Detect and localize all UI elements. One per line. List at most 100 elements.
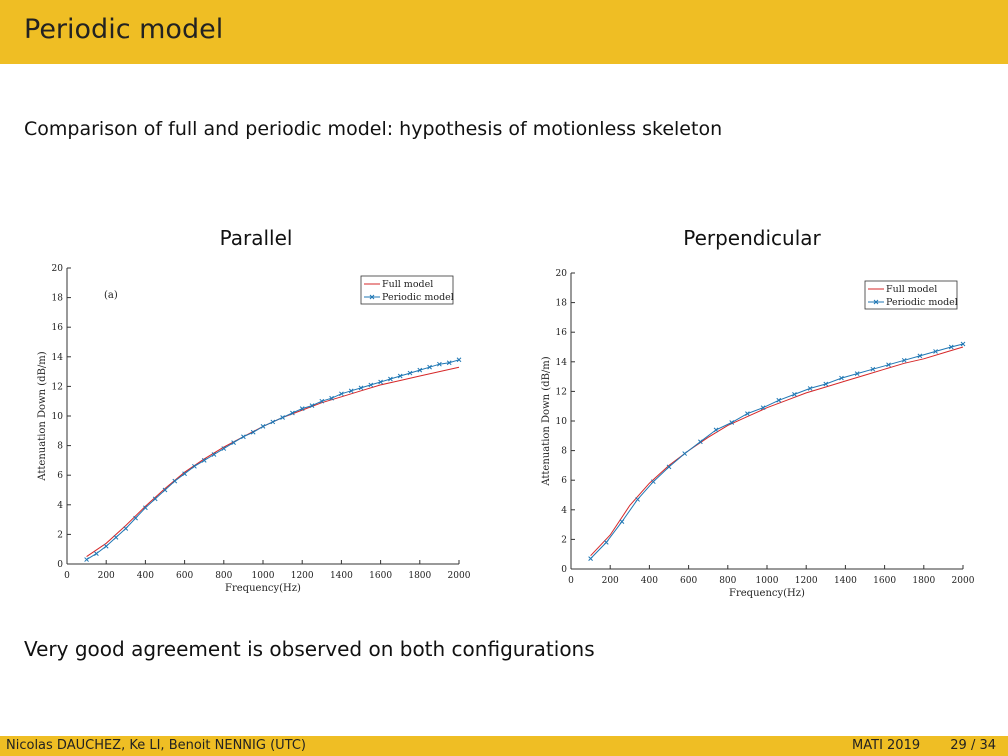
- data-point: [113, 535, 119, 540]
- data-point: [917, 353, 923, 359]
- y-tick-label: 14: [52, 353, 64, 363]
- data-point: [666, 464, 672, 470]
- legend-box: [864, 280, 958, 310]
- y-tick-label: 8: [561, 447, 567, 457]
- x-tick-label: 600: [680, 576, 697, 586]
- data-point: [650, 479, 656, 485]
- legend-box: [360, 275, 454, 305]
- data-point: [319, 398, 325, 404]
- data-point: [201, 458, 207, 463]
- data-point: [103, 543, 109, 549]
- data-point: [427, 364, 432, 370]
- x-tick-label: 200: [602, 576, 619, 586]
- series-line-full-model: [86, 366, 460, 558]
- legend-label: Periodic model: [886, 297, 958, 308]
- y-axis-label: Attenuation Down (dB/m): [541, 356, 552, 486]
- x-tick-label: 1200: [795, 576, 818, 586]
- y-tick-label: 10: [52, 412, 64, 422]
- data-point: [698, 439, 703, 445]
- y-tick-label: 2: [57, 530, 63, 540]
- x-tick-label: 2000: [448, 571, 471, 581]
- x-tick-label: 0: [568, 576, 574, 586]
- data-point: [192, 463, 197, 469]
- y-tick-label: 10: [556, 417, 568, 427]
- data-point: [309, 403, 315, 408]
- data-point: [713, 427, 719, 433]
- y-tick-label: 16: [52, 323, 64, 333]
- x-tick-label: 1400: [834, 576, 857, 586]
- data-point: [94, 551, 99, 556]
- data-point: [299, 406, 305, 411]
- x-tick-label: 1000: [756, 576, 779, 586]
- data-point: [792, 392, 797, 397]
- data-point: [729, 420, 735, 425]
- data-point: [397, 373, 403, 379]
- footer-authors: Nicolas DAUCHEZ, Ke LI, Benoit NENNIG (U…: [6, 738, 306, 753]
- data-point: [280, 415, 285, 420]
- data-point: [603, 540, 609, 545]
- y-tick-label: 12: [52, 382, 63, 392]
- panel-annotation: (a): [104, 290, 118, 301]
- y-tick-label: 14: [556, 358, 568, 368]
- data-point: [960, 341, 966, 347]
- data-point: [456, 357, 462, 363]
- data-point: [339, 391, 344, 397]
- y-tick-label: 0: [561, 565, 567, 575]
- y-tick-label: 8: [57, 442, 63, 452]
- data-point: [948, 344, 954, 350]
- data-point: [182, 471, 187, 477]
- x-tick-label: 200: [98, 571, 115, 581]
- legend-marker: [369, 294, 375, 300]
- data-point: [172, 478, 178, 484]
- data-point: [143, 505, 148, 511]
- series-line-periodic-model: [590, 343, 964, 559]
- footer-page-number: 29 / 34: [950, 738, 996, 753]
- data-point: [123, 526, 129, 531]
- data-point: [358, 385, 364, 391]
- y-tick-label: 18: [52, 294, 64, 304]
- parallel-chart: 0 200 400 600 800 1000 1200 1400 1600 1800 2000 0 2 4…: [37, 264, 471, 594]
- x-tick-label: 1400: [330, 571, 353, 581]
- x-tick-label: 1600: [873, 576, 896, 586]
- y-tick-label: 20: [52, 264, 64, 274]
- y-tick-label: 20: [556, 269, 568, 279]
- data-point: [823, 381, 829, 387]
- data-point: [886, 362, 891, 368]
- x-axis-label: Frequency(Hz): [729, 588, 805, 599]
- data-point: [933, 349, 938, 354]
- x-tick-label: 400: [137, 571, 154, 581]
- data-point: [152, 496, 158, 502]
- x-axis-label: Frequency(Hz): [225, 583, 301, 594]
- data-point: [901, 357, 907, 363]
- data-point: [839, 375, 844, 381]
- data-point: [290, 410, 295, 416]
- data-point: [588, 556, 593, 561]
- footer-event: MATI 2019: [852, 738, 921, 753]
- data-point: [270, 419, 276, 425]
- data-point: [221, 446, 227, 451]
- footer-bar: Nicolas DAUCHEZ, Ke LI, Benoit NENNIG (U…: [0, 736, 1008, 756]
- legend-label: Periodic model: [382, 292, 454, 303]
- footer-right: MATI 2019 29 / 34: [826, 738, 996, 753]
- legend-marker: [873, 299, 879, 305]
- y-tick-label: 6: [561, 476, 567, 486]
- data-point: [211, 452, 217, 457]
- title-bar: Periodic model: [0, 0, 1008, 64]
- x-tick-label: 1200: [291, 571, 314, 581]
- perpendicular-chart: 0 200 400 600 800 1000 1200 1400 1600 1800 2000 0 2 4…: [541, 269, 975, 599]
- data-point: [84, 557, 89, 562]
- x-tick-label: 1800: [408, 571, 431, 581]
- x-tick-label: 1000: [252, 571, 275, 581]
- y-tick-label: 16: [556, 328, 568, 338]
- data-point: [231, 440, 236, 445]
- y-tick-label: 18: [556, 299, 568, 309]
- y-tick-label: 6: [57, 471, 63, 481]
- data-point: [635, 497, 640, 502]
- conclusion-text: Very good agreement is observed on both …: [24, 637, 595, 661]
- data-point: [807, 386, 813, 391]
- y-tick-label: 4: [561, 506, 567, 516]
- data-point: [619, 519, 625, 524]
- x-tick-label: 1600: [369, 571, 392, 581]
- data-point: [760, 405, 766, 411]
- chart-heading-parallel: Parallel: [219, 226, 293, 250]
